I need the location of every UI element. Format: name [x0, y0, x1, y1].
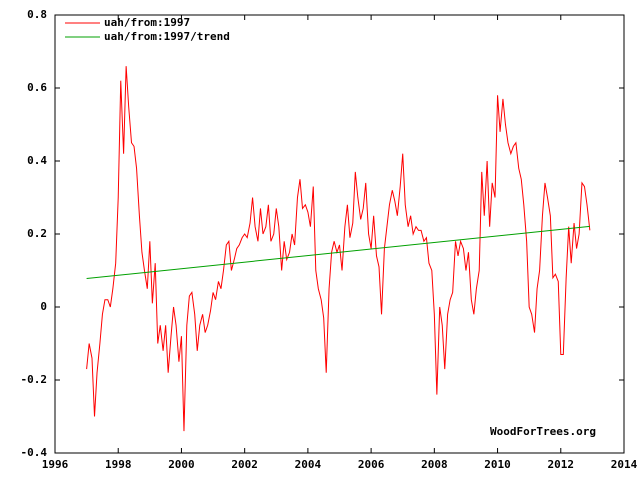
x-tick-label: 2008 [421, 458, 448, 471]
x-tick-label: 2000 [168, 458, 195, 471]
x-tick-label: 2010 [484, 458, 511, 471]
x-tick-label: 1998 [105, 458, 132, 471]
legend-label: uah/from:1997 [104, 16, 190, 29]
watermark: WoodForTrees.org [490, 425, 596, 438]
y-tick-label: 0.2 [27, 227, 47, 240]
x-tick-label: 2006 [358, 458, 385, 471]
x-tick-label: 1996 [42, 458, 69, 471]
y-tick-label: 0.4 [27, 154, 47, 167]
y-tick-label: 0 [40, 300, 47, 313]
x-tick-label: 2002 [231, 458, 258, 471]
series-line [86, 225, 590, 280]
x-tick-label: 2004 [295, 458, 322, 471]
legend-label: uah/from:1997/trend [104, 30, 230, 43]
y-tick-label: 0.6 [27, 81, 47, 94]
x-tick-label: 2012 [548, 458, 575, 471]
y-tick-label: 0.8 [27, 8, 47, 21]
y-tick-label: -0.2 [21, 373, 48, 386]
y-tick-label: -0.4 [21, 446, 48, 459]
x-tick-label: 2014 [611, 458, 638, 471]
series-line [86, 66, 591, 432]
